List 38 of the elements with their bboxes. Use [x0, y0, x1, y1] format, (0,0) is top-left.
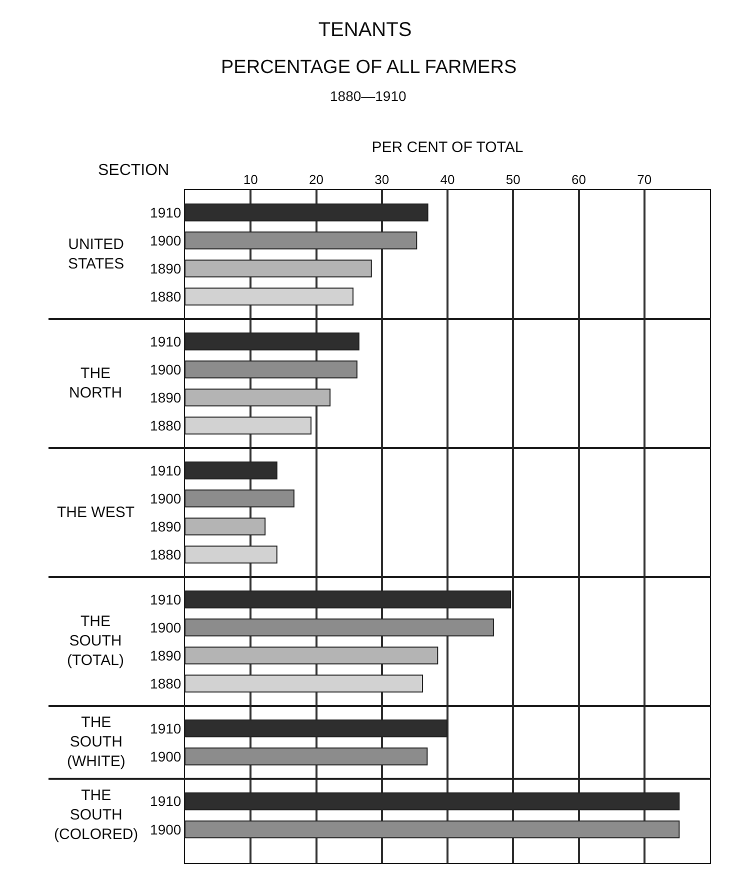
- x-tick-label: 40: [440, 172, 455, 187]
- text: 1910: [150, 793, 182, 810]
- text: 1910: [150, 462, 182, 478]
- text: 1910: [150, 591, 182, 608]
- x-axis-title: PER CENT OF TOTAL: [372, 139, 524, 156]
- text: 1880: [150, 417, 182, 434]
- text: 1910: [150, 333, 182, 350]
- series-label: 1910: [150, 204, 182, 220]
- text: 1900: [150, 490, 182, 506]
- text: 1880: [150, 546, 182, 562]
- chart-subtitle: PERCENTAGE OF ALL FARMERS: [221, 57, 517, 78]
- y-tick-label: THE SOUTH (WHITE): [67, 714, 126, 770]
- x-tick-label: 60: [572, 172, 586, 187]
- chart-title: TENANTS: [318, 18, 412, 41]
- x-tick-label: 20: [309, 172, 324, 187]
- text: 1900: [150, 821, 182, 838]
- series-label: 1890: [150, 260, 182, 276]
- y-tick-label: THE WEST: [57, 504, 134, 521]
- y-tick-label: UNITED STATES: [68, 236, 124, 272]
- y-tick-label: THE SOUTH (TOTAL): [67, 613, 124, 669]
- text: 1890: [150, 518, 182, 534]
- series-label: 1880: [150, 288, 182, 304]
- text: 1880—1910: [330, 88, 407, 104]
- text: 1900: [150, 619, 182, 636]
- y-tick-label: THE NORTH: [69, 365, 122, 402]
- text: 1890: [150, 389, 182, 406]
- text: 1900: [150, 361, 182, 378]
- series-label: 1900: [150, 232, 182, 248]
- text: 1880: [150, 675, 182, 692]
- y-tick-label: THE SOUTH (COLORED): [54, 787, 138, 843]
- x-tick-label: 50: [506, 172, 520, 187]
- x-tick-label: 70: [637, 172, 652, 187]
- x-tick-label: 30: [374, 172, 390, 187]
- text: 1900: [150, 748, 182, 764]
- text: 1890: [150, 647, 182, 664]
- text: SECTION: [98, 162, 170, 179]
- x-tick-label: 10: [243, 172, 258, 187]
- text: 1910: [150, 720, 182, 736]
